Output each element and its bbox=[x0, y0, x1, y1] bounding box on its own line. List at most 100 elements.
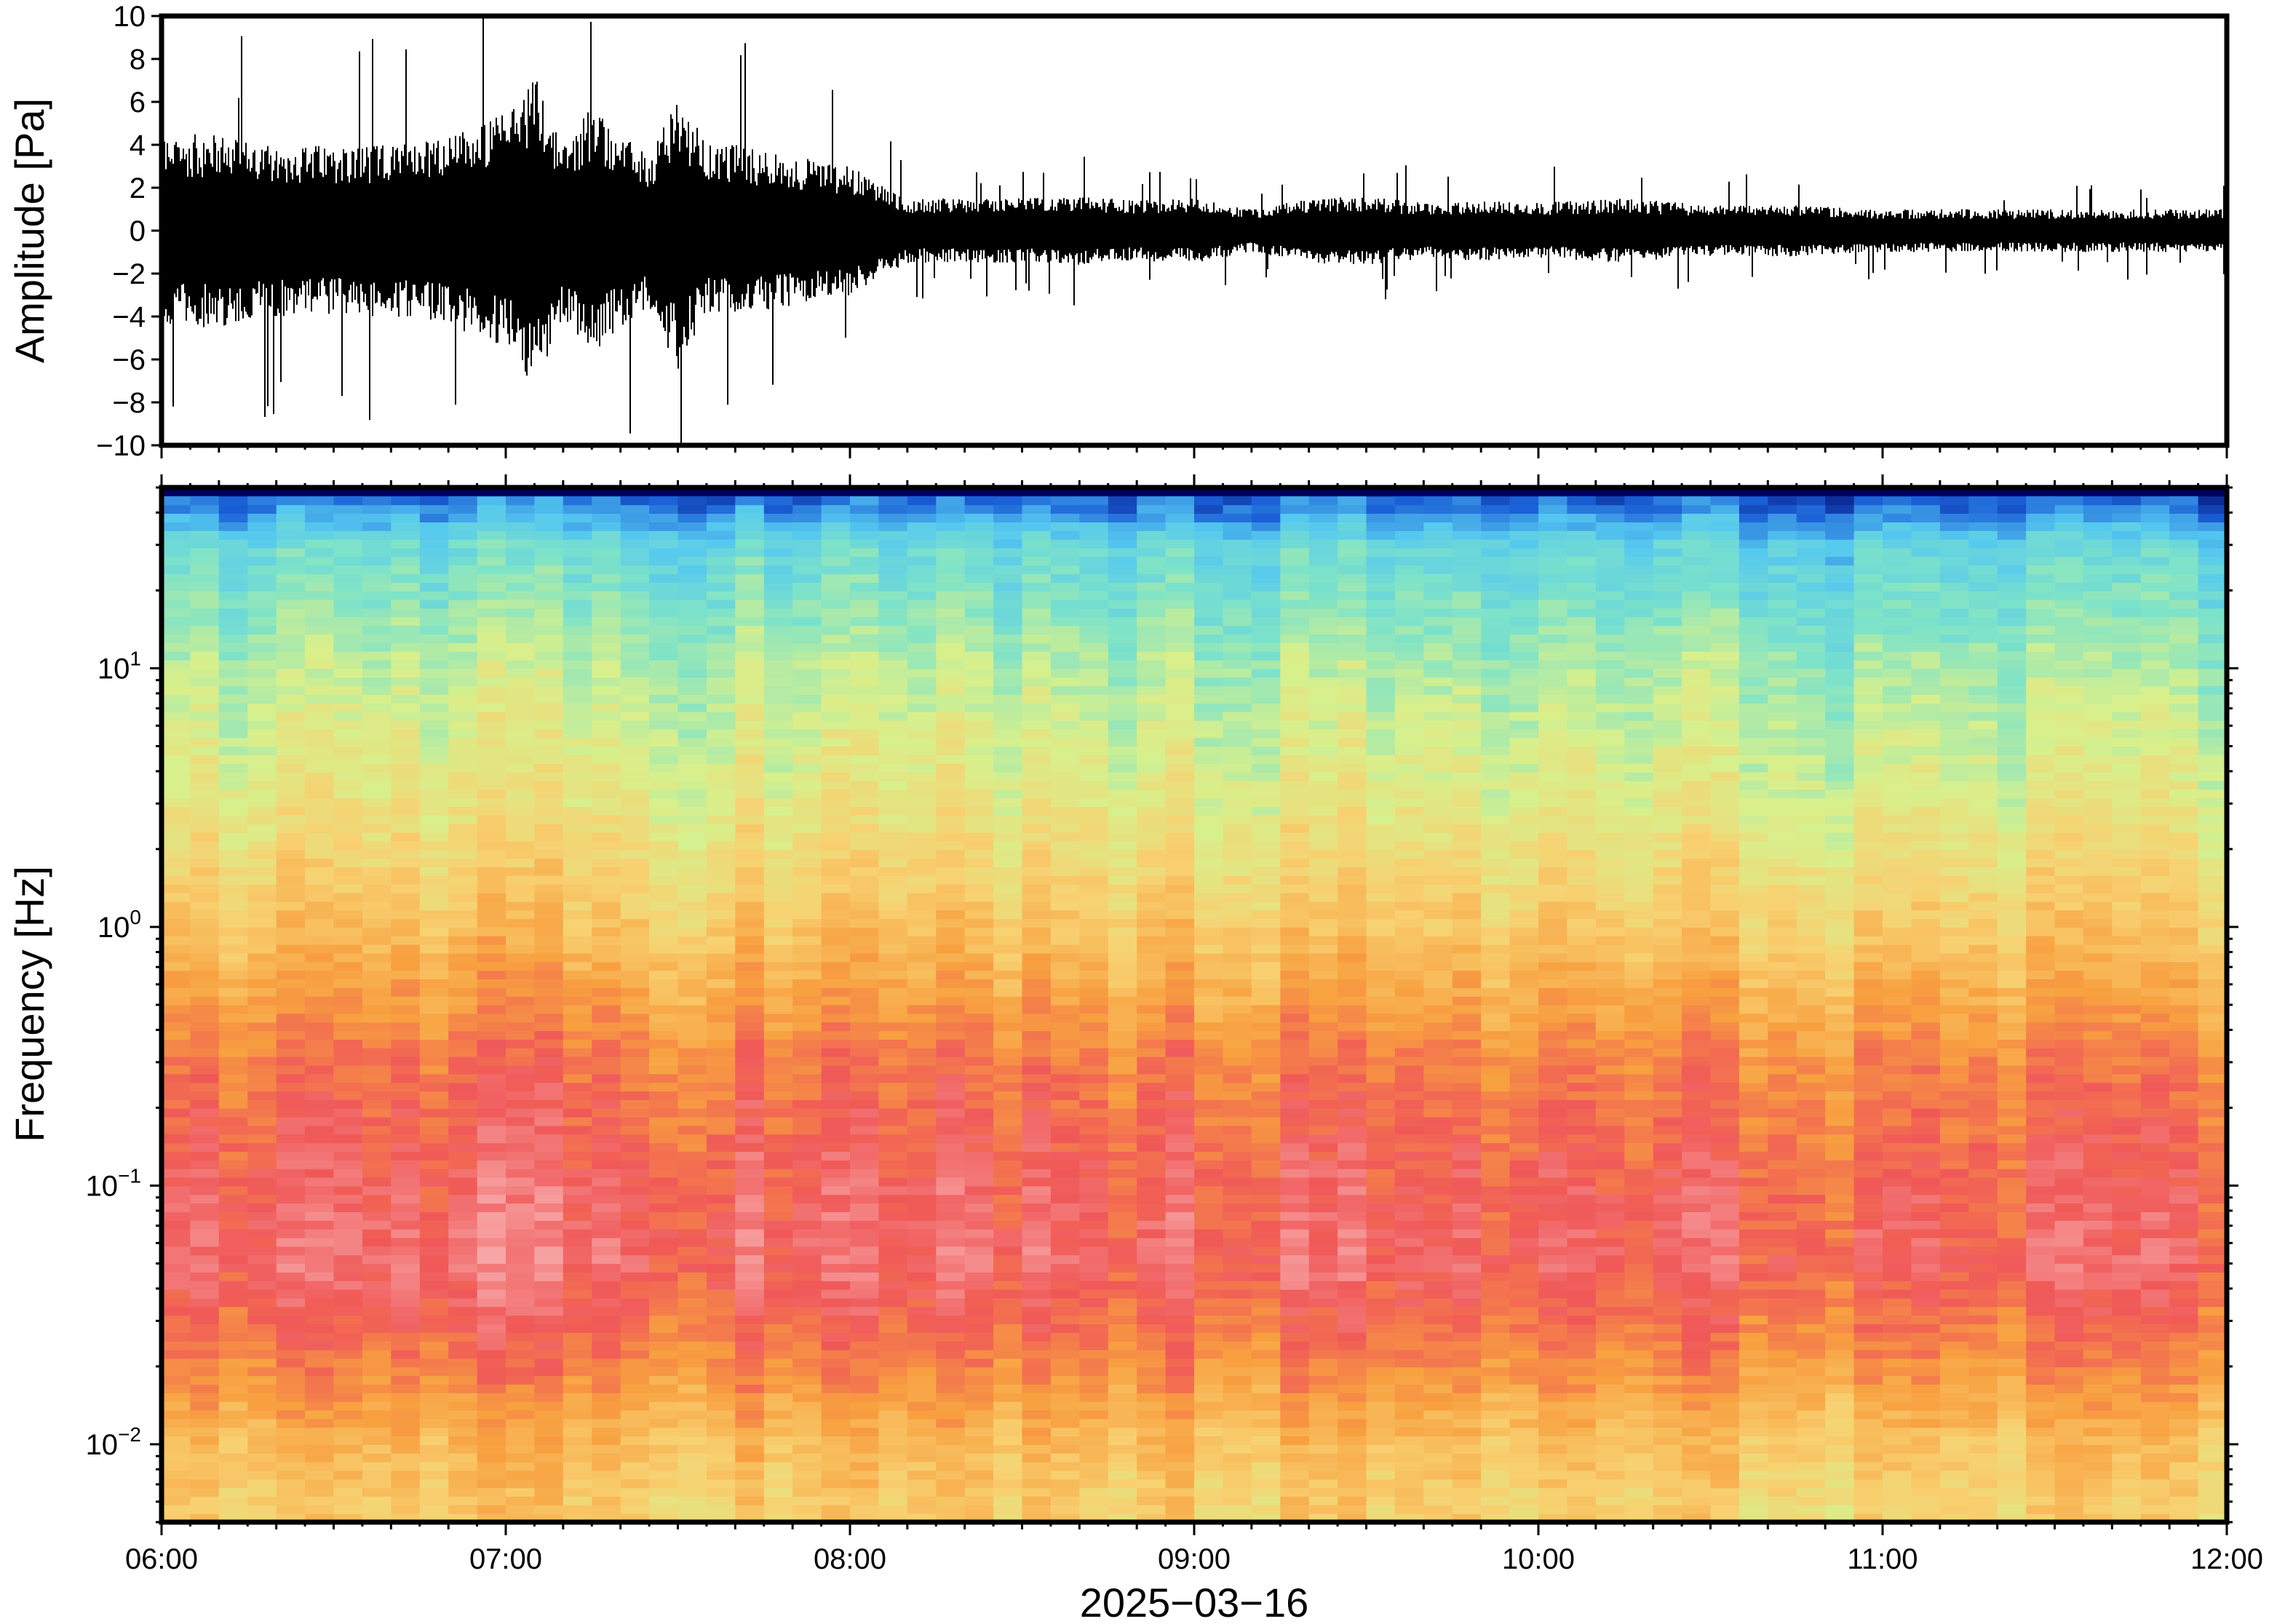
spectrogram-cell bbox=[677, 1022, 707, 1032]
spectrogram-cell bbox=[850, 1513, 879, 1522]
spectrogram-cell bbox=[763, 1505, 793, 1514]
spectrogram-cell bbox=[362, 1427, 392, 1437]
spectrogram-cell bbox=[706, 1289, 736, 1299]
spectrogram-cell bbox=[563, 1375, 592, 1385]
spectrogram-cell bbox=[2083, 1470, 2113, 1480]
spectrogram-cell bbox=[1853, 1470, 1883, 1480]
spectrogram-cell bbox=[1394, 952, 1424, 963]
spectrogram-cell bbox=[1883, 970, 1912, 979]
spectrogram-cell bbox=[2112, 1013, 2142, 1023]
spectrogram-cell bbox=[1710, 970, 1740, 979]
spectrogram-cell bbox=[592, 1246, 621, 1256]
spectrogram-cell bbox=[1768, 1462, 1797, 1471]
spectrogram-cell bbox=[2054, 1306, 2084, 1316]
spectrogram-cell bbox=[1394, 1393, 1424, 1402]
spectrogram-cell bbox=[276, 1238, 306, 1247]
spectrogram-cell bbox=[1538, 1194, 1567, 1204]
spectrogram-cell bbox=[1194, 1194, 1223, 1204]
spectrogram-cell bbox=[276, 1091, 306, 1100]
spectrogram-cell bbox=[2054, 1263, 2084, 1273]
spectrogram-cell bbox=[1509, 1332, 1539, 1342]
spectrogram-cell bbox=[1939, 1384, 1969, 1393]
spectrogram-cell bbox=[1338, 1229, 1367, 1238]
spectrogram-cell bbox=[305, 1315, 335, 1325]
spectrogram-cell bbox=[391, 1505, 421, 1514]
spectrogram-cell bbox=[2112, 1099, 2142, 1109]
spectrogram-cell bbox=[419, 1375, 449, 1385]
spectrogram-cell bbox=[677, 1099, 707, 1109]
spectrogram-cell bbox=[276, 1272, 306, 1281]
spectrogram-cell bbox=[907, 1315, 937, 1325]
spectrogram-cell bbox=[1280, 961, 1310, 971]
spectrogram-cell bbox=[649, 1513, 679, 1522]
spectrogram-cell bbox=[1567, 1393, 1597, 1402]
spectrogram-cell bbox=[218, 1238, 248, 1247]
spectrogram-cell bbox=[391, 1375, 421, 1385]
spectrogram-cell bbox=[1853, 979, 1883, 988]
spectrogram-cell bbox=[1567, 1065, 1597, 1075]
spectrogram-cell bbox=[419, 1496, 449, 1505]
spectrogram-cell bbox=[1223, 1091, 1252, 1100]
spectrogram-cell bbox=[1595, 1324, 1625, 1333]
spectrogram-cell bbox=[1223, 1142, 1252, 1153]
spectrogram-cell bbox=[1796, 1375, 1826, 1385]
spectrogram-cell bbox=[1394, 944, 1424, 954]
spectrogram-cell bbox=[1423, 1082, 1453, 1092]
spectrogram-cell bbox=[333, 1142, 363, 1153]
spectrogram-cell bbox=[1738, 979, 1768, 988]
spectrogram-cell bbox=[649, 1401, 679, 1411]
spectrogram-cell bbox=[993, 1030, 1023, 1040]
spectrogram-cell bbox=[362, 1470, 392, 1480]
spectrogram-cell bbox=[391, 1384, 421, 1393]
spectrogram-cell bbox=[1165, 1048, 1195, 1057]
spectrogram-cell bbox=[1710, 1082, 1740, 1092]
spectrogram-cell bbox=[218, 1487, 248, 1497]
spectrogram-cell bbox=[419, 1487, 449, 1497]
spectrogram-cell bbox=[706, 1005, 736, 1014]
spectrogram-cell bbox=[1223, 1332, 1252, 1342]
spectrogram-cell bbox=[1280, 1324, 1310, 1333]
spectrogram-cell bbox=[419, 970, 449, 979]
spectrogram-cell bbox=[936, 1203, 966, 1212]
spectrogram-cell bbox=[1624, 996, 1654, 1006]
spectrogram-cell bbox=[1853, 1048, 1883, 1057]
spectrogram-cell bbox=[506, 1487, 535, 1497]
spectrogram-cell bbox=[506, 952, 535, 963]
spectrogram-cell bbox=[162, 1297, 191, 1307]
spectrogram-cell bbox=[1050, 1142, 1080, 1153]
spectrogram-cell bbox=[735, 1289, 765, 1299]
spectrogram-cell bbox=[792, 1306, 822, 1316]
spectrogram-cell bbox=[1251, 1444, 1281, 1454]
spectrogram-cell bbox=[1481, 1194, 1511, 1204]
spectrogram-cell bbox=[247, 1462, 277, 1471]
spectrogram-cell bbox=[1251, 1393, 1281, 1402]
spectrogram-cell bbox=[821, 1410, 851, 1420]
spectrogram-cell bbox=[1137, 1427, 1167, 1437]
spectrogram-cell bbox=[448, 1505, 478, 1514]
spectrogram-cell bbox=[878, 1478, 908, 1489]
spectrogram-cell bbox=[850, 1341, 879, 1350]
spectrogram-cell bbox=[2169, 1091, 2199, 1100]
spectrogram-cell bbox=[1883, 1117, 1912, 1126]
spectrogram-cell bbox=[1280, 1220, 1310, 1230]
spectrogram-cell bbox=[1825, 1289, 1855, 1299]
spectrogram-cell bbox=[362, 936, 392, 945]
spectrogram-cell bbox=[2169, 1366, 2199, 1377]
spectrogram-cell bbox=[964, 1341, 994, 1350]
spectrogram-cell bbox=[1022, 1496, 1052, 1505]
spectrogram-cell bbox=[735, 1496, 765, 1505]
spectrogram-cell bbox=[1853, 1220, 1883, 1230]
spectrogram-cell bbox=[1825, 1478, 1855, 1489]
spectrogram-cell bbox=[706, 1211, 736, 1221]
spectrogram-cell bbox=[276, 1013, 306, 1023]
spectrogram-cell bbox=[792, 1366, 822, 1377]
spectrogram-cell bbox=[1968, 1151, 1998, 1161]
spectrogram-cell bbox=[1653, 1056, 1682, 1066]
spectrogram-cell bbox=[1223, 1263, 1252, 1273]
spectrogram-cell bbox=[419, 1099, 449, 1109]
spectrogram-cell bbox=[1194, 1453, 1223, 1462]
spectrogram-cell bbox=[1653, 979, 1682, 988]
spectrogram-cell bbox=[190, 1194, 220, 1204]
spectrogram-cell bbox=[333, 1099, 363, 1109]
spectrogram-cell bbox=[563, 970, 592, 979]
